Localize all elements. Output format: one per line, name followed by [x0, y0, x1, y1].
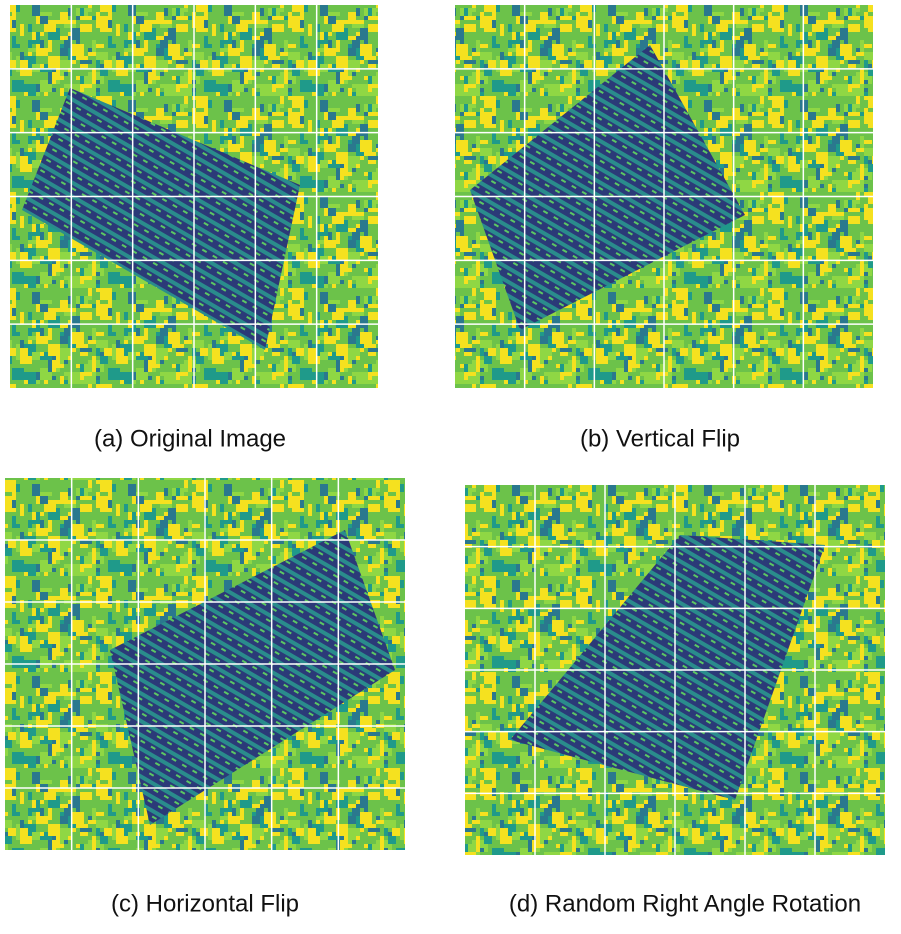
- caption: (d) Random Right Angle Rotation: [509, 890, 861, 917]
- caption: (c) Horizontal Flip: [111, 890, 299, 917]
- image-panel: [465, 485, 885, 855]
- image-panel: [455, 5, 873, 388]
- figure: (a) Original Image (b) Vertical Flip (c)…: [0, 0, 901, 934]
- image-panel: [10, 5, 378, 388]
- image-panel: [5, 478, 405, 850]
- page: (a) Original Image (b) Vertical Flip (c)…: [0, 0, 901, 934]
- caption: (b) Vertical Flip: [580, 425, 740, 452]
- caption: (a) Original Image: [94, 425, 286, 452]
